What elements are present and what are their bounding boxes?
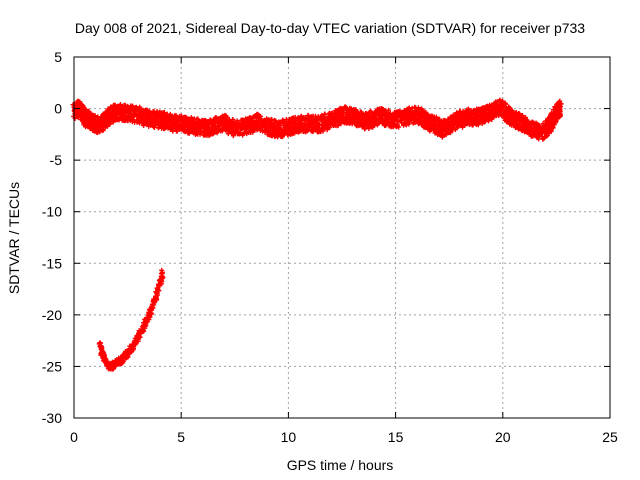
- chart-background: [0, 0, 640, 480]
- y-tick-label: -5: [50, 152, 63, 168]
- y-tick-label: -20: [42, 307, 62, 323]
- y-tick-label: -10: [42, 204, 62, 220]
- x-axis-label: GPS time / hours: [287, 457, 394, 473]
- y-axis-label: SDTVAR / TECUs: [6, 182, 22, 294]
- x-tick-label: 0: [70, 429, 78, 445]
- chart-title: Day 008 of 2021, Sidereal Day-to-day VTE…: [75, 20, 585, 36]
- x-tick-label: 10: [281, 429, 297, 445]
- x-tick-label: 5: [177, 429, 185, 445]
- x-tick-label: 15: [388, 429, 404, 445]
- chart-area: Day 008 of 2021, Sidereal Day-to-day VTE…: [0, 0, 640, 480]
- y-tick-label: 0: [54, 101, 62, 117]
- y-tick-label: -15: [42, 255, 62, 271]
- x-tick-label: 25: [602, 429, 618, 445]
- y-tick-label: -30: [42, 410, 62, 426]
- y-tick-label: -25: [42, 358, 62, 374]
- y-tick-label: 5: [54, 49, 62, 65]
- x-tick-label: 20: [495, 429, 511, 445]
